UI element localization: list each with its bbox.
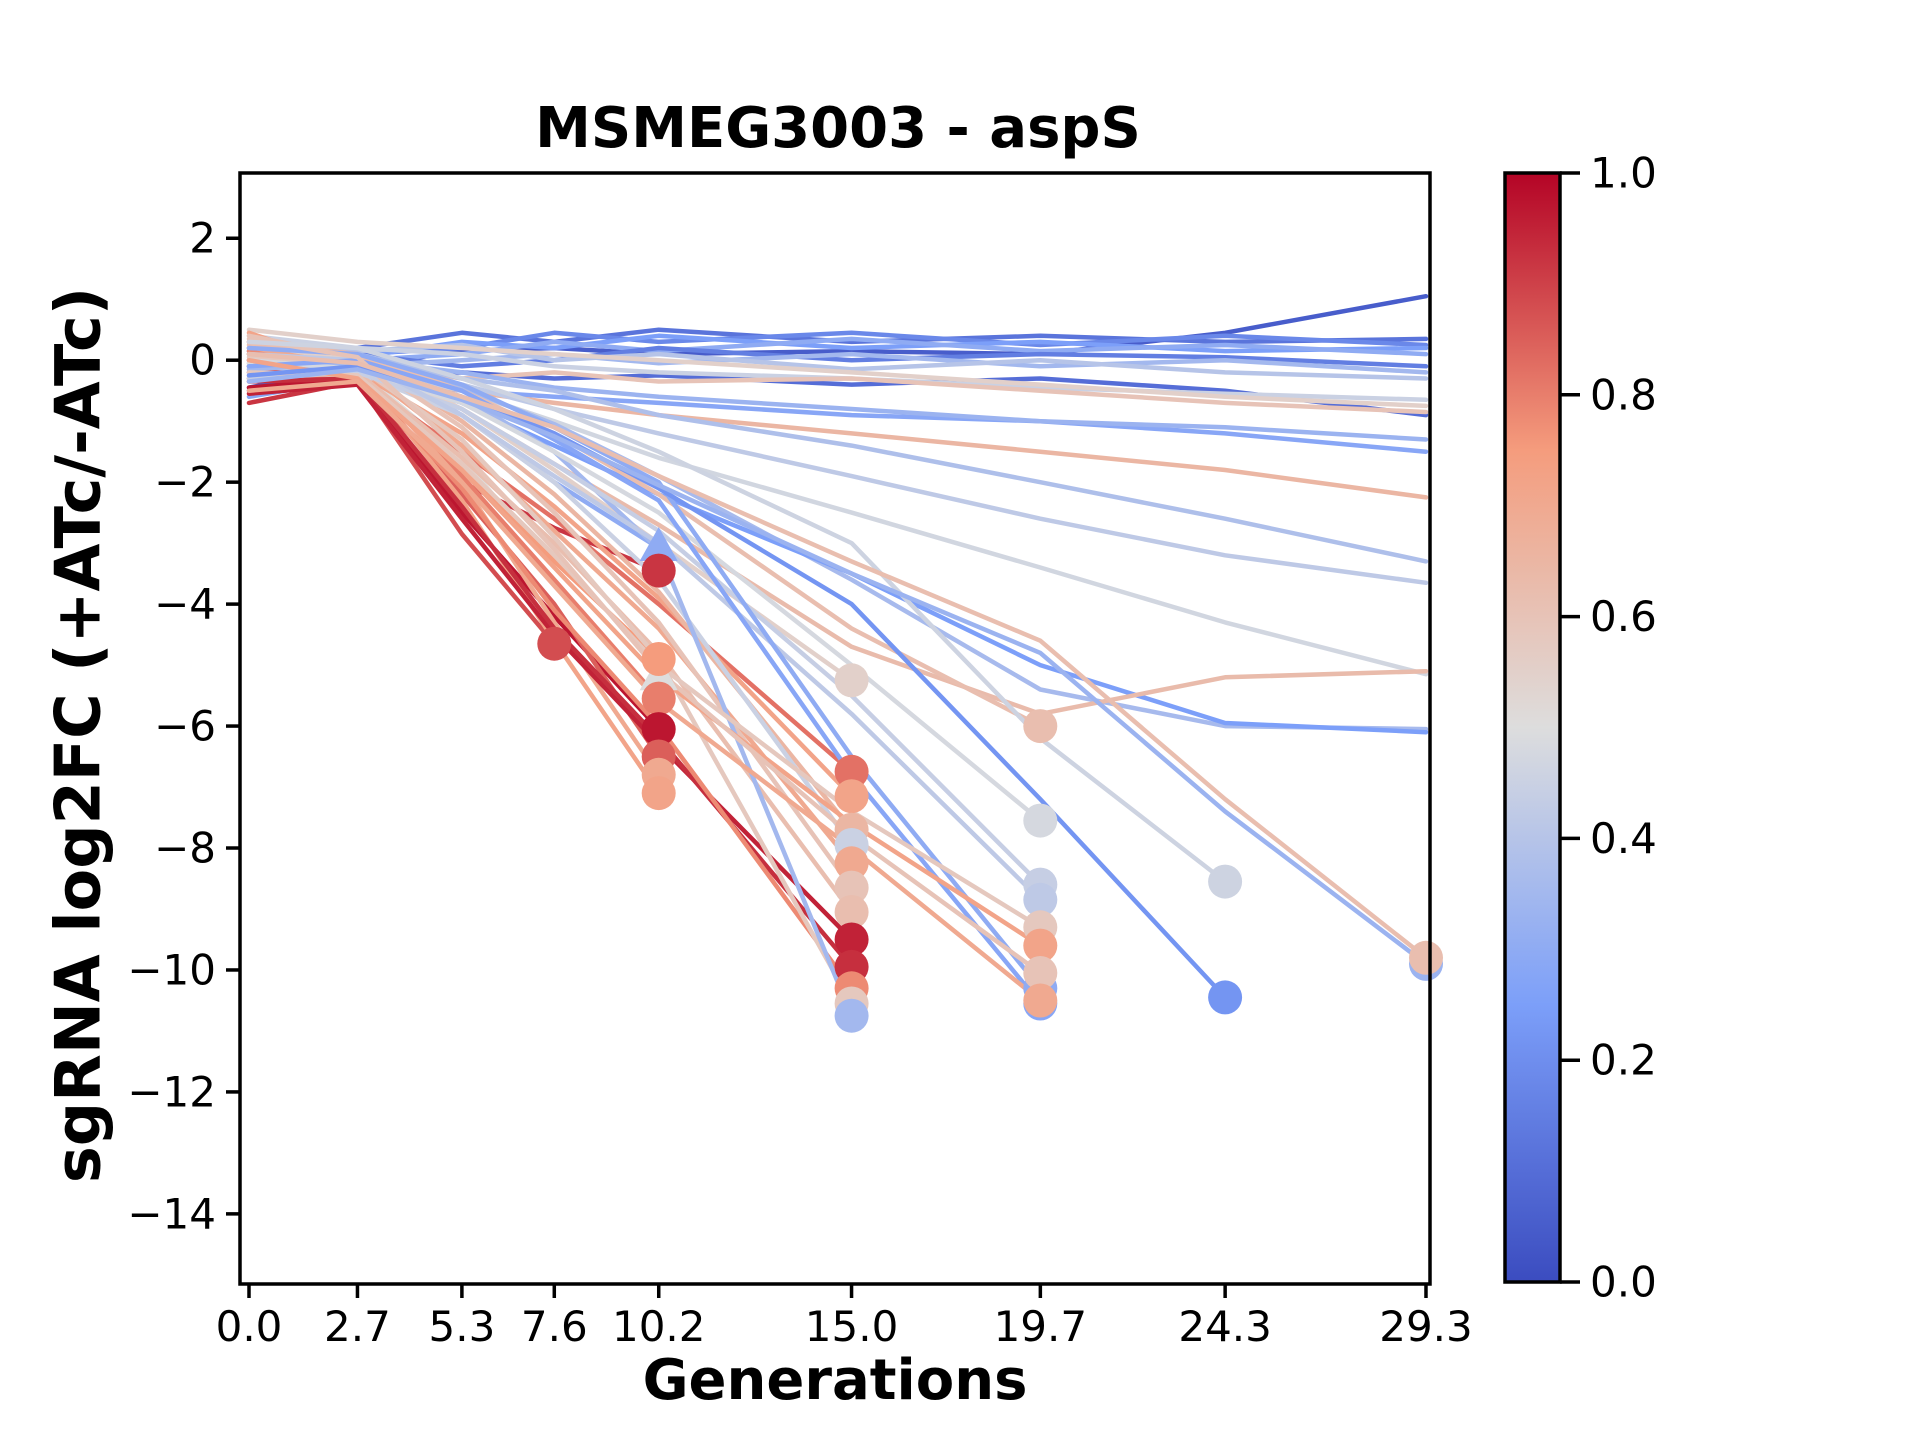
data-point-marker [834, 870, 869, 905]
data-point-marker [537, 626, 572, 661]
data-line [246, 370, 1043, 887]
y-tick-label: −4 [154, 580, 216, 629]
colorbar-tick-label: 1.0 [1590, 149, 1657, 198]
data-point-marker [1023, 928, 1058, 963]
x-axis-label: Generations [642, 1348, 1028, 1413]
x-tick-label: 19.7 [994, 1302, 1088, 1351]
x-tick-label: 5.3 [429, 1302, 496, 1351]
data-line [246, 339, 1228, 884]
data-point-marker [1023, 882, 1058, 917]
data-point-marker [641, 712, 676, 747]
data-point-marker [834, 663, 869, 698]
data-point-marker [1409, 940, 1443, 975]
data-line [246, 360, 854, 1018]
axes-frame [238, 171, 1432, 1286]
x-tick-label: 0.0 [216, 1302, 283, 1351]
data-point-marker [641, 553, 676, 588]
data-point-marker [1208, 864, 1243, 899]
x-tick-label: 24.3 [1178, 1302, 1272, 1351]
data-point-marker [834, 779, 869, 814]
colorbar-tick-label: 0.6 [1590, 592, 1657, 641]
y-tick-label: −2 [154, 458, 216, 507]
data-lines-group [246, 293, 1429, 1018]
colorbar [1503, 171, 1562, 1284]
y-tick-label: −8 [154, 824, 216, 873]
data-line [246, 351, 1043, 903]
data-point-marker [834, 754, 869, 789]
data-line [246, 348, 854, 991]
y-tick-label: −6 [154, 702, 216, 751]
x-tick-label: 10.2 [612, 1302, 706, 1351]
data-point-marker [1023, 956, 1058, 990]
colorbar-tick-label: 0.4 [1590, 814, 1657, 863]
x-tick-label: 15.0 [805, 1302, 899, 1351]
data-point-marker [834, 998, 869, 1033]
y-tick-label: −14 [127, 1189, 216, 1238]
y-tick-label: −12 [127, 1067, 216, 1116]
data-line [246, 376, 854, 970]
data-point-marker [641, 776, 676, 811]
y-tick-label: 2 [189, 214, 216, 263]
colorbar-tick-label: 0.0 [1590, 1258, 1657, 1307]
x-tick-label: 7.6 [521, 1302, 588, 1351]
data-line [246, 364, 1228, 1000]
data-point-marker [1208, 980, 1243, 1015]
data-point-marker [1023, 709, 1058, 744]
data-line [246, 327, 1429, 409]
data-markers-group [537, 527, 1443, 1033]
data-line [246, 367, 1429, 967]
data-point-marker [641, 642, 676, 676]
chart-title: MSMEG3003 - aspS [535, 96, 1141, 161]
data-point-marker [834, 846, 869, 881]
y-tick-label: 0 [189, 336, 216, 385]
y-tick-label: −10 [127, 945, 216, 994]
data-point-marker [834, 922, 869, 957]
data-point-marker [834, 895, 869, 929]
colorbar-tick-label: 0.8 [1590, 370, 1657, 419]
colorbar-tick-label: 0.2 [1590, 1036, 1657, 1085]
x-tick-label: 29.3 [1379, 1302, 1473, 1351]
data-point-marker [641, 681, 676, 716]
data-line [246, 351, 1429, 961]
x-tick-label: 2.7 [324, 1302, 391, 1351]
data-point-triangle-marker [639, 527, 678, 561]
data-point-marker [1023, 803, 1058, 838]
data-point-marker [1023, 983, 1058, 1018]
